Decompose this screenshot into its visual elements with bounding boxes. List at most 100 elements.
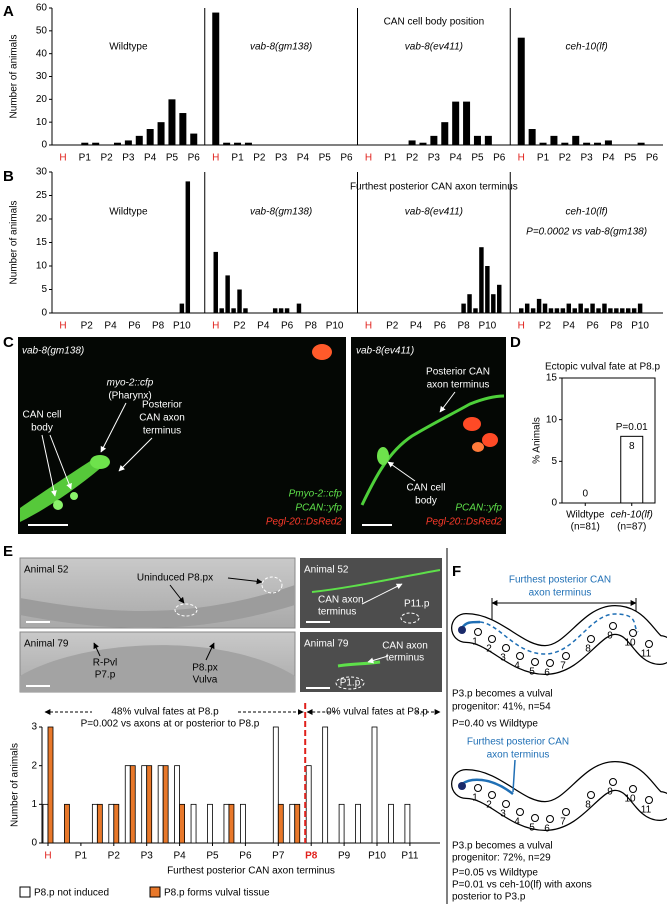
bar xyxy=(234,142,242,145)
data-label: 8 xyxy=(629,441,635,452)
chart-title: Furthest posterior CAN axon terminus xyxy=(350,182,518,193)
bar xyxy=(64,803,70,844)
bar xyxy=(223,142,231,145)
vpc-cell xyxy=(629,629,637,637)
y-axis-label: Number of animals xyxy=(9,201,20,285)
x-tick-label: P6 xyxy=(586,321,599,332)
bar xyxy=(491,294,496,313)
bar xyxy=(305,765,312,844)
x-tick-label: P4 xyxy=(410,321,423,332)
bar xyxy=(484,135,492,145)
vpc-label: 9 xyxy=(607,787,613,798)
axon-signal xyxy=(311,569,441,593)
micrograph xyxy=(18,337,346,534)
facet-title: vab-8(ev411) xyxy=(405,207,463,218)
bar xyxy=(207,803,213,844)
y-axis-label: % Animals xyxy=(532,417,543,464)
vpc-label: 4 xyxy=(514,817,520,828)
y-axis-label: Number of animals xyxy=(9,35,20,119)
bar xyxy=(81,142,89,145)
vpc-label: 5 xyxy=(529,667,535,678)
x-tick-label: P4 xyxy=(602,153,615,164)
x-tick-label: P10 xyxy=(326,321,344,332)
vpc-label: 9 xyxy=(607,631,613,642)
bar xyxy=(322,726,329,844)
facet-title: ceh-10(lf) xyxy=(566,42,608,53)
bar xyxy=(637,142,645,145)
bar xyxy=(91,803,98,844)
bar xyxy=(284,308,290,313)
y-tick-label: 15 xyxy=(546,373,558,384)
bar xyxy=(113,142,121,145)
x-axis-label: Furthest posterior CAN axon terminus xyxy=(167,866,335,877)
annotation: P=0.01 xyxy=(616,422,648,433)
vpc-label: 1 xyxy=(472,637,478,648)
bar xyxy=(485,266,490,313)
cell-outline xyxy=(335,676,365,690)
bar xyxy=(463,101,471,145)
vpc-label: 8 xyxy=(585,800,591,811)
bar xyxy=(620,308,625,313)
x-tick-label: P2 xyxy=(559,153,572,164)
bar xyxy=(294,803,301,844)
legend-text: Pmyo-2::cfp xyxy=(289,489,343,500)
annotation: P8.px xyxy=(192,663,218,674)
x-tick-label: P2 xyxy=(81,321,94,332)
image-title: Animal 79 xyxy=(24,639,69,650)
annotation: CAN axon xyxy=(318,595,364,606)
bar xyxy=(296,303,302,313)
x-tick-label: P3 xyxy=(122,153,135,164)
bar xyxy=(479,247,484,313)
bar xyxy=(141,765,148,844)
bar xyxy=(96,803,103,844)
annotation: myo-2::cfp xyxy=(107,378,154,389)
x-tick-label: P5 xyxy=(206,851,219,862)
vpc-cell xyxy=(488,791,496,799)
cell-outline xyxy=(400,612,420,624)
arrow xyxy=(49,434,72,490)
annotation: CAN axon xyxy=(139,413,185,424)
annotation: terminus xyxy=(318,607,356,618)
annotation: R-Pvl xyxy=(93,658,117,669)
y-tick-label: 0 xyxy=(31,838,37,849)
x-tick-label: P3 xyxy=(275,153,288,164)
y-tick-label: 0 xyxy=(551,498,557,509)
panel-label: C xyxy=(3,334,14,351)
bar xyxy=(355,803,361,844)
x-tick-label: P4 xyxy=(144,153,157,164)
pharynx xyxy=(90,455,110,469)
x-tick-label: P1 xyxy=(75,851,88,862)
x-tick-label: P4 xyxy=(450,153,463,164)
x-tick-label: P8 xyxy=(305,851,318,862)
x-tick-label: H xyxy=(212,153,219,164)
x-tick-label: P4 xyxy=(173,851,186,862)
y-tick-label: 60 xyxy=(36,3,48,14)
legend-label: P8.p forms vulval tissue xyxy=(164,888,270,899)
x-tick-label: P8 xyxy=(305,321,318,332)
x-tick-label: P2 xyxy=(108,851,121,862)
annotation: axon terminus xyxy=(427,380,490,391)
vpc-cell xyxy=(516,808,524,816)
bar xyxy=(461,303,466,313)
vpc-label: 7 xyxy=(560,817,566,828)
x-tick-label: P6 xyxy=(281,321,294,332)
bar xyxy=(190,803,197,844)
bar xyxy=(452,101,460,145)
bar xyxy=(47,726,54,844)
vpc-label: 6 xyxy=(544,668,550,679)
vpc-label: 7 xyxy=(560,661,566,672)
x-tick-label: P10 xyxy=(173,321,191,332)
vpc-label: 8 xyxy=(585,644,591,655)
bar xyxy=(578,303,583,313)
vpc-cell xyxy=(629,785,637,793)
x-tick-label: H xyxy=(59,321,66,332)
bar xyxy=(561,142,569,145)
bar xyxy=(237,289,242,313)
y-tick-label: 0 xyxy=(41,140,47,151)
vpc-label: 10 xyxy=(624,638,636,649)
bar xyxy=(631,308,637,313)
bar xyxy=(338,803,345,844)
chart-title: Ectopic vulval fate at P8.p xyxy=(545,362,661,373)
x-tick-label: P3 xyxy=(141,851,154,862)
y-tick-label: 50 xyxy=(36,25,48,36)
